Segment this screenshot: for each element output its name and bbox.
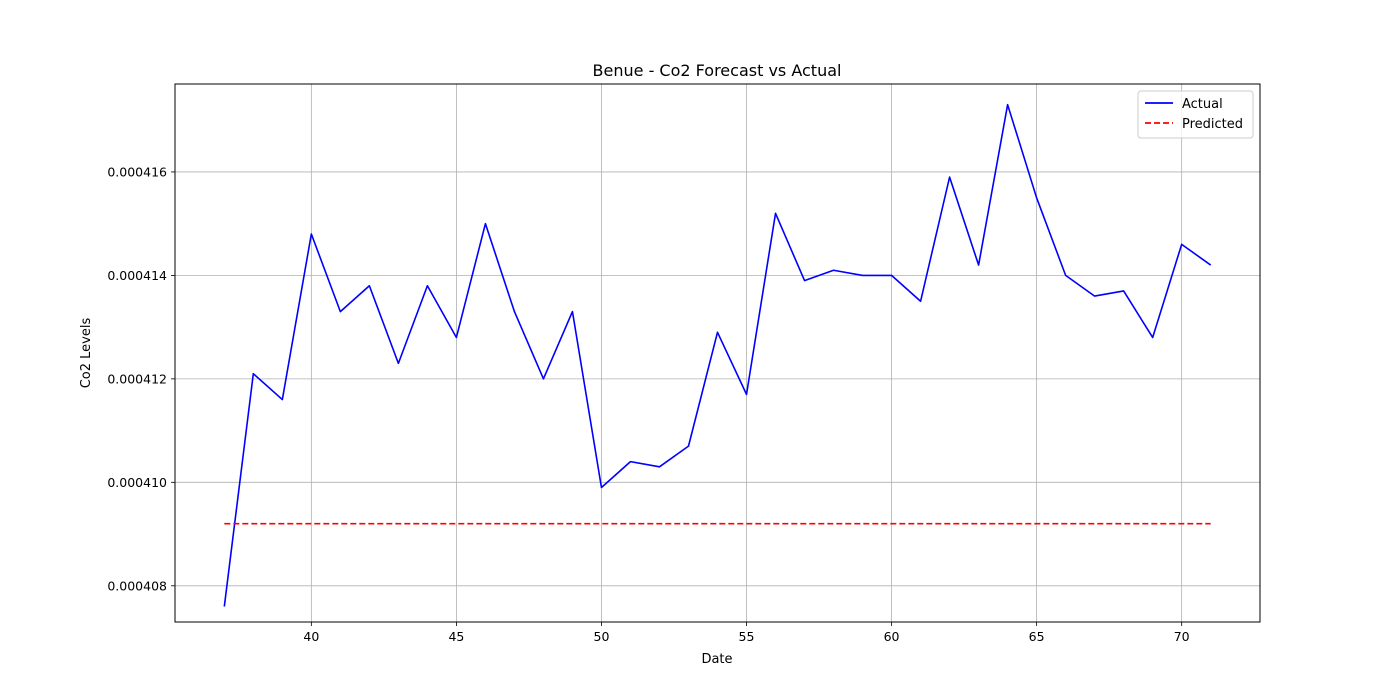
y-tick-label: 0.000414 — [107, 268, 167, 283]
y-tick-label: 0.000410 — [107, 475, 167, 490]
plot-frame — [174, 83, 1261, 623]
x-tick-label: 45 — [448, 629, 464, 644]
y-tick-label: 0.000412 — [107, 371, 167, 386]
y-tick-label: 0.000408 — [107, 578, 167, 593]
y-axis: 0.000408 0.000410 0.000412 0.000414 0.000416 — [107, 164, 175, 593]
legend-predicted-label: Predicted — [1182, 117, 1243, 132]
x-tick-label: 65 — [1029, 629, 1045, 644]
x-axis: 40 45 50 55 60 65 70 — [303, 622, 1190, 644]
y-axis-label: Co2 Levels — [79, 318, 94, 389]
chart-title: Benue - Co2 Forecast vs Actual — [593, 61, 842, 80]
y-tick-label: 0.000416 — [107, 164, 167, 179]
x-tick-label: 60 — [884, 629, 900, 644]
x-tick-label: 50 — [594, 629, 610, 644]
series-layer — [223, 103, 1212, 607]
legend: Actual Predicted — [1137, 90, 1254, 139]
x-tick-label: 70 — [1174, 629, 1190, 644]
grid — [175, 84, 1260, 622]
series-line-actual — [223, 103, 1212, 607]
x-tick-label: 40 — [303, 629, 319, 644]
legend-actual-label: Actual — [1182, 97, 1223, 112]
x-tick-label: 55 — [739, 629, 755, 644]
x-axis-label: Date — [701, 652, 732, 667]
